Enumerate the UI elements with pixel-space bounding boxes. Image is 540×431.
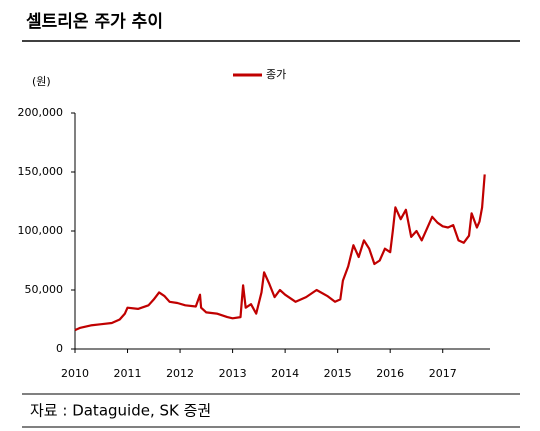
y-axis-label: (원) xyxy=(32,75,51,88)
chart-title: 셀트리온 주가 추이 xyxy=(26,12,163,32)
x-tick-label: 2016 xyxy=(376,367,404,380)
y-tick-label: 150,000 xyxy=(18,165,64,178)
price-line xyxy=(74,174,486,332)
x-tick-label: 2015 xyxy=(324,367,352,380)
x-tick-label: 2017 xyxy=(429,367,457,380)
x-tick-label: 2010 xyxy=(61,367,89,380)
y-tick-label: 0 xyxy=(56,342,63,355)
source: 자료 : Dataguide, SK 증권 xyxy=(30,402,211,420)
x-tick-label: 2013 xyxy=(219,367,247,380)
y-tick-label: 50,000 xyxy=(25,283,64,296)
y-tick-label: 200,000 xyxy=(18,106,64,119)
legend-label: 종가 xyxy=(266,68,286,81)
y-tick-label: 100,000 xyxy=(18,224,64,237)
x-tick-label: 2012 xyxy=(166,367,194,380)
x-tick-label: 2014 xyxy=(271,367,299,380)
x-tick-label: 2011 xyxy=(114,367,142,380)
